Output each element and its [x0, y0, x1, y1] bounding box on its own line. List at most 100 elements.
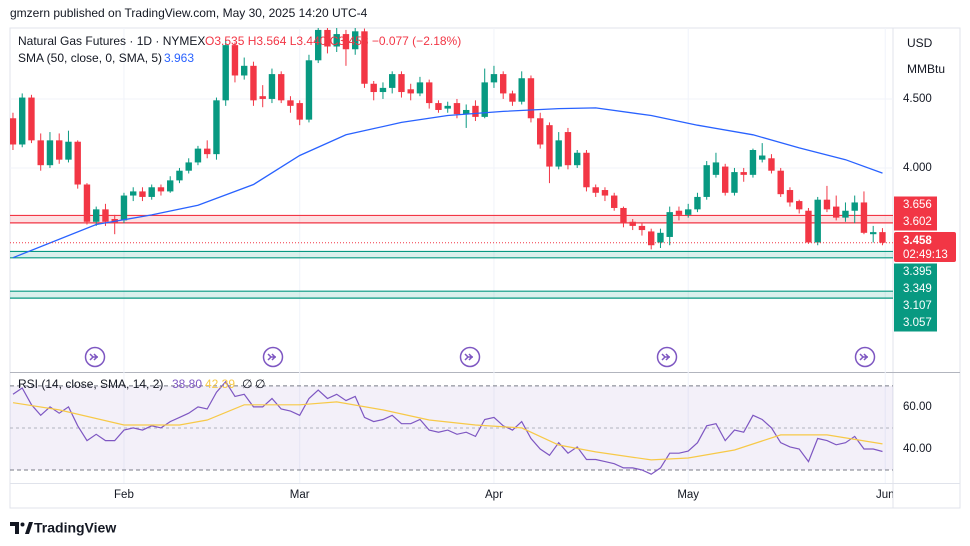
x-tick-label: Feb: [114, 489, 134, 501]
candle-body: [823, 199, 831, 210]
candle-body: [250, 65, 257, 101]
candle-body: [176, 170, 183, 181]
sma-legend: SMA (50, close, 0, SMA, 5): [18, 51, 162, 65]
zone-fill: [10, 251, 893, 258]
time-axis: Feb Mar Apr May Jun: [114, 489, 893, 501]
candle-body: [333, 34, 340, 47]
candle-body: [648, 231, 655, 246]
header: gmzern published on TradingView.com, May…: [10, 6, 368, 20]
candle-body: [740, 172, 747, 175]
price-label-box: [894, 213, 937, 231]
candle-body: [860, 202, 868, 233]
candle-body: [148, 187, 155, 197]
candle-body: [703, 165, 710, 197]
candle-body: [463, 109, 470, 115]
candle-body: [157, 187, 165, 192]
candle-body: [722, 166, 729, 193]
candle-body: [666, 212, 673, 237]
price-label-box: [894, 314, 937, 332]
candle-body: [65, 141, 72, 160]
candle-body: [546, 125, 553, 167]
candle-body: [416, 82, 424, 94]
candles: [10, 28, 886, 250]
candle-body: [426, 82, 433, 104]
candle-body: [444, 105, 451, 109]
footer-logo: [10, 522, 33, 534]
candle-body: [657, 232, 664, 243]
candle-body: [685, 209, 692, 215]
candle-body: [518, 78, 525, 102]
candle-body: [537, 118, 544, 145]
overlays: [10, 107, 893, 259]
event-icon[interactable]: [84, 346, 106, 368]
candle-body: [759, 155, 766, 160]
zone-fill: [10, 215, 893, 223]
axes: 4.000 4.500 3.656 3.602 3.395 3.349 3.107 3.057…: [894, 93, 956, 455]
ohlc-values: O3.535 H3.564 L3.440 C3.458: [205, 34, 369, 48]
event-arrow: [859, 353, 869, 361]
candle-body: [527, 78, 535, 119]
candle-body: [509, 93, 516, 102]
candle-body: [120, 195, 128, 221]
candle-body: [389, 74, 396, 88]
candle-body: [629, 221, 636, 226]
candle-body: [37, 140, 44, 166]
candle-body: [833, 206, 840, 218]
event-icon[interactable]: [854, 346, 876, 368]
candle-body: [490, 74, 498, 83]
logo-mark: [25, 522, 33, 534]
x-tick-label: May: [677, 489, 699, 501]
candle-body: [287, 100, 294, 106]
candle-body: [731, 172, 738, 193]
price-label: 3.107: [903, 300, 932, 312]
event-icon[interactable]: [656, 346, 678, 368]
price-label: 3.602: [903, 216, 932, 228]
rsi-value: 38.80: [172, 377, 202, 391]
candle-body: [139, 191, 146, 197]
price-label: 3.349: [903, 283, 932, 295]
candle-body: [315, 29, 322, 61]
candle-body: [213, 100, 220, 155]
event-icon[interactable]: [459, 346, 481, 368]
ohlc-legend: O3.535 H3.564 L3.440 C3.458 −0.077 (−2.1…: [205, 34, 461, 48]
candle-body: [46, 140, 54, 166]
x-tick-label: Mar: [290, 489, 310, 501]
candle-body: [56, 140, 63, 160]
candle-body: [19, 97, 26, 145]
symbol-title: Natural Gas Futures · 1D · NYMEX: [18, 34, 205, 48]
price-label-box: [894, 263, 937, 281]
candle-body: [102, 209, 109, 222]
zones: [10, 214, 893, 299]
candle-body: [296, 103, 303, 120]
change: −0.077 (−2.18%): [372, 34, 461, 48]
candle-body: [204, 148, 211, 155]
candle-body: [278, 74, 285, 101]
rsi-ma-value: 42.39: [205, 377, 235, 391]
candle-body: [453, 103, 461, 115]
event-icon[interactable]: [262, 346, 284, 368]
footer-brand: TradingView: [34, 520, 116, 536]
candle-body: [407, 89, 414, 94]
rsi-empty-value: ∅: [242, 377, 252, 391]
candle-body: [379, 87, 387, 93]
candle-body: [694, 196, 701, 210]
rsi-pane: [10, 380, 893, 475]
candle-body: [675, 210, 683, 215]
candle-body: [805, 210, 812, 243]
event-arrow: [267, 353, 277, 361]
candle-body: [352, 31, 359, 50]
candle-body: [231, 45, 239, 76]
candle-body: [601, 190, 609, 196]
price-label: 3.656: [903, 199, 932, 211]
candle-body: [268, 74, 276, 99]
candle-body: [259, 96, 266, 99]
last-price-label: 3.458: [903, 235, 932, 247]
grid: [10, 28, 893, 483]
event-icons[interactable]: [84, 346, 876, 368]
price-label: 3.057: [903, 317, 932, 329]
candle-body: [435, 103, 442, 110]
candle-body: [749, 150, 757, 175]
candle-body: [851, 202, 858, 211]
price-label-box: [894, 196, 937, 214]
